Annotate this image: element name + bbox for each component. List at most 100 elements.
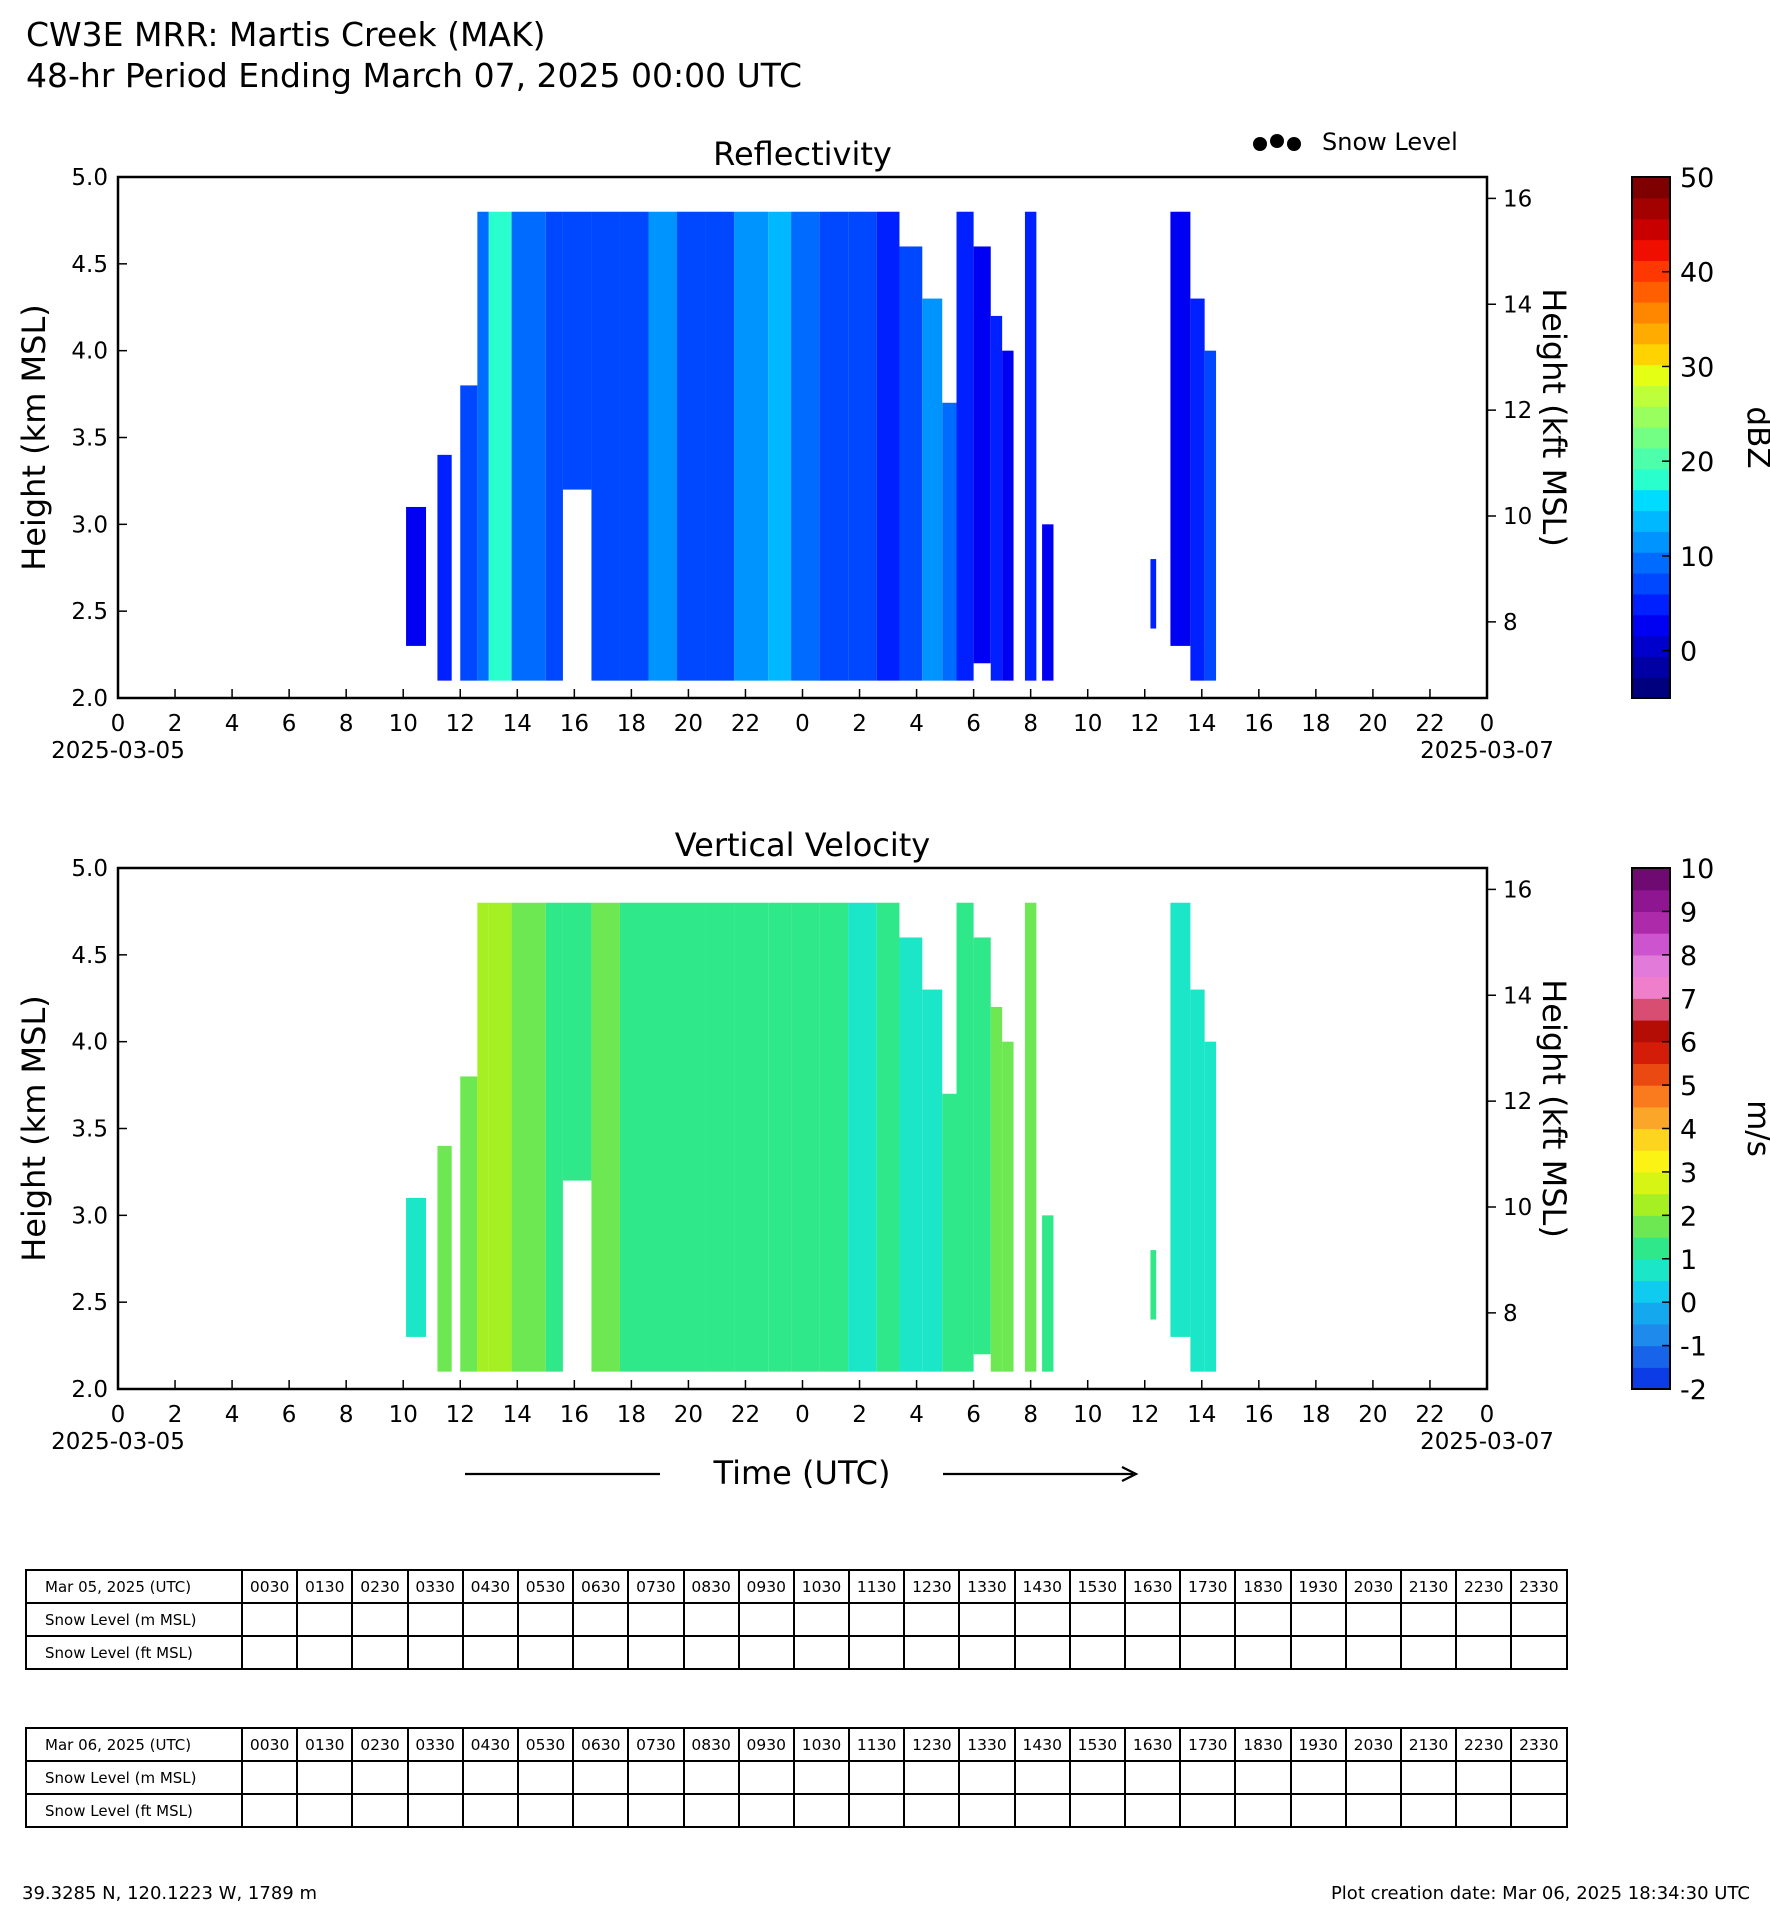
velocity-xtick-label: 0 (111, 1402, 126, 1428)
snow-table-value-cell (737, 1602, 795, 1637)
snow-table-value-cell (572, 1602, 630, 1637)
snow-level-legend-label: Snow Level (1322, 128, 1458, 156)
reflectivity-title: Reflectivity (713, 135, 892, 173)
reflectivity-colorbar-segment (1632, 677, 1670, 699)
snow-table-value-cell (848, 1760, 906, 1795)
reflectivity-data-region (922, 298, 943, 681)
reflectivity-xtick-label: 6 (282, 711, 297, 737)
snow-table-value-cell (1455, 1760, 1513, 1795)
snow-table-time-cell: 1030 (792, 1569, 851, 1604)
velocity-colorbar-segment (1632, 1237, 1670, 1260)
reflectivity-ytick-label: 2.5 (71, 599, 108, 625)
snow-table-time-cell: 1030 (792, 1727, 851, 1762)
velocity-colorbar-segment (1632, 1106, 1670, 1130)
velocity-xtick-label: 2 (168, 1402, 183, 1428)
snow-table-time-cell: 1730 (1179, 1727, 1237, 1762)
reflectivity-ylabel: Height (km MSL) (15, 304, 53, 571)
snow-table-value-cell (1344, 1793, 1402, 1828)
velocity-xtick-label: 14 (503, 1402, 532, 1428)
snow-table-value-cell (406, 1635, 464, 1670)
velocity-y2tick-label: 12 (1503, 1089, 1532, 1115)
reflectivity-colorbar-segment (1632, 197, 1670, 220)
snow-table-time-cell: 1230 (903, 1569, 961, 1604)
velocity-title: Vertical Velocity (675, 826, 930, 864)
reflectivity-xtick-label: 12 (1130, 711, 1159, 737)
snow-table-value-cell (903, 1602, 961, 1637)
velocity-xtick-label: 4 (225, 1402, 240, 1428)
reflectivity-xtick-label: 16 (1244, 711, 1273, 737)
reflectivity-y2tick-label: 16 (1503, 186, 1532, 212)
snow-table-value-cell (1455, 1602, 1513, 1637)
velocity-data-region (619, 902, 649, 1372)
snow-table-value-cell (1234, 1760, 1292, 1795)
snow-level-marker (1270, 134, 1284, 148)
snow-table-time-cell: 2230 (1455, 1569, 1513, 1604)
velocity-xtick-label: 20 (1358, 1402, 1387, 1428)
reflectivity-y2tick-label: 12 (1503, 398, 1532, 424)
snow-table-time-cell: 0030 (240, 1569, 299, 1604)
reflectivity-xtick-label: 18 (617, 711, 646, 737)
snow-table-time-cell: 1430 (1013, 1569, 1071, 1604)
velocity-colorbar-segment (1632, 1367, 1670, 1390)
reflectivity-ytick-label: 4.0 (71, 339, 108, 365)
snow-table-time-cell: 0230 (351, 1727, 409, 1762)
velocity-colorbar-segment (1632, 1345, 1670, 1368)
snow-table-value-cell (1123, 1602, 1182, 1637)
velocity-ytick-label: 4.0 (71, 1030, 108, 1056)
velocity-colorbar-tick-label: 0 (1680, 1288, 1697, 1319)
snow-table-time-cell: 1530 (1068, 1569, 1127, 1604)
snow-table-value-cell (1289, 1602, 1347, 1637)
snow-table-value-cell (903, 1793, 961, 1828)
snow-table-value-cell (296, 1602, 354, 1637)
snow-level-marker (1287, 137, 1301, 151)
reflectivity-colorbar-segment (1632, 572, 1670, 595)
velocity-xtick-label: 8 (339, 1402, 354, 1428)
reflectivity-xtick-label: 0 (1480, 711, 1495, 737)
snow-table-time-cell: 0830 (682, 1727, 740, 1762)
snow-table-time-cell: 0530 (516, 1727, 575, 1762)
velocity-colorbar-tick-label: -2 (1680, 1375, 1707, 1406)
snow-table-value-cell (627, 1793, 685, 1828)
reflectivity-xtick-label: 0 (111, 711, 126, 737)
snow-table-value-cell (737, 1635, 795, 1670)
snow-table-value-cell (1068, 1760, 1127, 1795)
snow-table-value-cell (296, 1760, 354, 1795)
snow-level-table-mar05: Mar 05, 2025 (UTC) 0030 0130 0230 0330 0430 05… (25, 1569, 1568, 1670)
snow-table-value-cell (627, 1760, 685, 1795)
velocity-data-region (1024, 902, 1037, 1372)
velocity-ytick-label: 4.5 (71, 943, 108, 969)
snow-table-time-cell: 2030 (1344, 1569, 1402, 1604)
velocity-data-region (956, 902, 974, 1372)
velocity-xtick-label: 16 (1244, 1402, 1273, 1428)
snow-table-time-cell: 1430 (1013, 1727, 1071, 1762)
reflectivity-xtick-label: 20 (1358, 711, 1387, 737)
velocity-xtick-label: 18 (617, 1402, 646, 1428)
snow-table-value-cell (296, 1635, 354, 1670)
reflectivity-xtick-label: 10 (389, 711, 418, 737)
velocity-xtick-label: 10 (389, 1402, 418, 1428)
velocity-data-region (545, 902, 563, 1372)
velocity-colorbar-tick-label: 4 (1680, 1115, 1697, 1146)
snow-table-time-cell: 0630 (572, 1569, 630, 1604)
snow-table-time-cell: 0930 (737, 1727, 795, 1762)
snow-table-value-cell (792, 1760, 851, 1795)
reflectivity-data-region (1204, 350, 1217, 681)
velocity-data-region (942, 1093, 957, 1372)
velocity-xtick-label: 14 (1187, 1402, 1216, 1428)
velocity-xtick-label: 0 (795, 1402, 810, 1428)
velocity-data-region (705, 902, 735, 1372)
snow-table-value-cell (792, 1602, 851, 1637)
snow-table-value-cell (1455, 1635, 1513, 1670)
velocity-data-region (791, 902, 820, 1372)
snow-table-value-cell (1068, 1793, 1127, 1828)
snow-table-value-cell (406, 1602, 464, 1637)
snow-table-row: Snow Level (ft MSL) (25, 1635, 1568, 1670)
reflectivity-data-region (562, 211, 592, 490)
velocity-data-region (488, 902, 512, 1372)
reflectivity-y2tick-label: 10 (1503, 504, 1532, 530)
velocity-y2tick-label: 16 (1503, 877, 1532, 903)
snow-table-time-cell: 0530 (516, 1569, 575, 1604)
reflectivity-data-region (942, 402, 957, 681)
reflectivity-colorbar-tick-label: 10 (1680, 542, 1714, 573)
velocity-xtick-label: 20 (674, 1402, 703, 1428)
